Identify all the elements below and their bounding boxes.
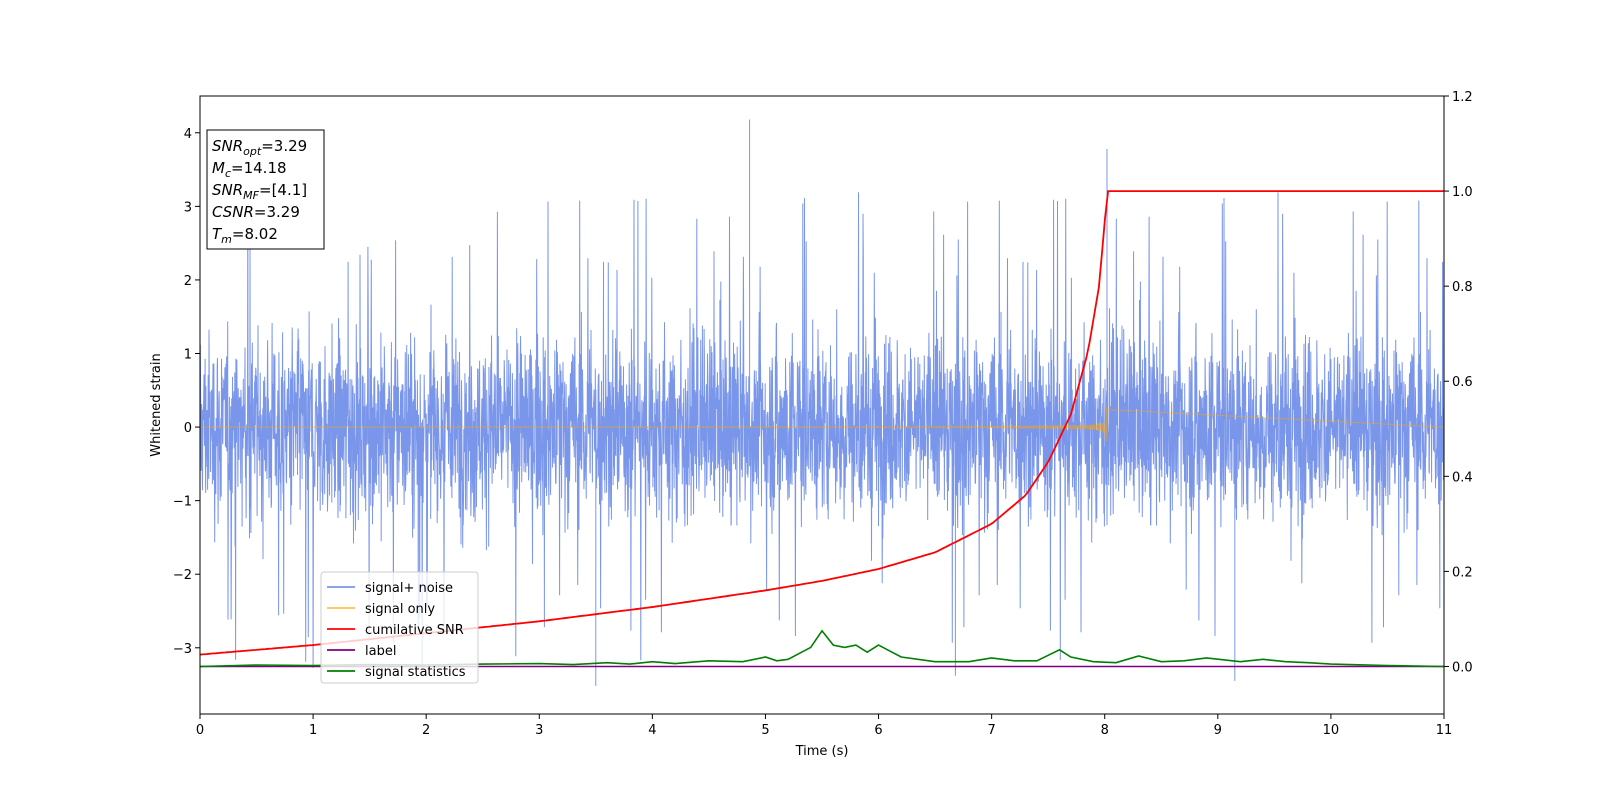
y-tick-label: 0 [184,421,192,436]
stats-line: Mc=14.18 [212,159,287,180]
x-tick-label: 7 [987,723,995,738]
y-tick-label: 2 [184,274,192,289]
legend-label: signal statistics [365,665,466,680]
x-tick-label: 0 [196,723,204,738]
x-axis-label: Time (s) [795,744,849,759]
series-signal-noise [200,119,1444,686]
y2-tick-label: 0.2 [1452,565,1473,580]
y-tick-label: −2 [173,568,192,583]
legend-label: signal only [365,602,435,617]
stats-box-frame [206,129,325,250]
y-tick-label: 1 [184,348,192,363]
y-axis-right: 0.0 0.2 0.4 0.6 0.8 1.0 1.2 [1444,90,1473,675]
y2-tick-label: 1.0 [1452,185,1473,200]
series-signal-statistics [200,629,1444,668]
y-tick-label: −3 [173,642,192,657]
x-tick-label: 4 [648,723,656,738]
x-tick-label: 11 [1436,723,1453,738]
x-tick-label: 3 [535,723,543,738]
y-axis-left: −3 −2 −1 0 1 2 3 4 [173,127,200,657]
legend-frame [320,571,479,684]
y2-tick-label: 0.6 [1452,375,1473,390]
x-tick-label: 6 [874,723,882,738]
legend-label: cumilative SNR [365,623,464,638]
series-signal-only [200,406,1444,442]
y-tick-label: 3 [184,200,192,215]
y2-tick-label: 1.2 [1452,90,1473,105]
legend-label: label [365,644,396,659]
x-tick-label: 1 [309,723,317,738]
y2-tick-label: 0.0 [1452,660,1473,675]
x-tick-label: 2 [422,723,430,738]
legend: signal+ noise signal only cumilative SNR la… [320,571,479,684]
y2-tick-label: 0.8 [1452,280,1473,295]
y-tick-label: −1 [173,495,192,510]
x-tick-label: 10 [1323,723,1340,738]
x-tick-label: 8 [1101,723,1109,738]
y-axis-label: Whitened strain [149,353,164,456]
stats-line: CSNR=3.29 [212,203,300,221]
stats-line: Tm=8.02 [212,225,278,246]
plot-frame [199,95,1445,715]
legend-label: signal+ noise [365,581,453,596]
x-tick-label: 5 [761,723,769,738]
x-tick-label: 9 [1214,723,1222,738]
y2-tick-label: 0.4 [1452,470,1473,485]
y-tick-label: 4 [184,127,192,142]
stats-line: SNRopt=3.29 [212,137,307,158]
stats-line: SNRMF=[4.1] [212,181,307,202]
x-axis: 0 1 2 3 4 5 6 7 8 9 10 11 [196,714,1452,738]
